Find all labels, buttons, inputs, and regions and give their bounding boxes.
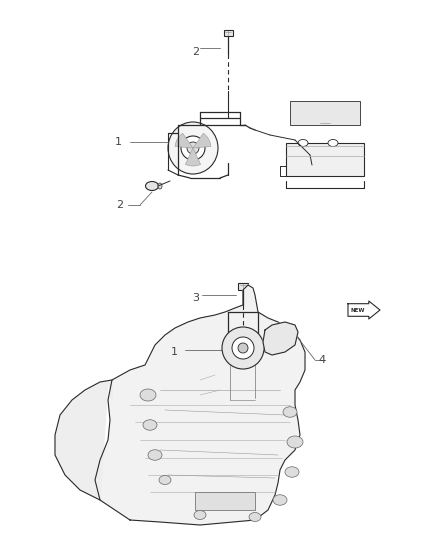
Text: 4: 4 xyxy=(318,355,325,365)
Text: 2: 2 xyxy=(117,200,124,210)
Ellipse shape xyxy=(249,513,261,521)
Ellipse shape xyxy=(222,327,264,369)
Ellipse shape xyxy=(283,407,297,417)
Bar xyxy=(223,30,233,36)
Polygon shape xyxy=(95,285,305,525)
Ellipse shape xyxy=(181,136,205,160)
Bar xyxy=(290,101,360,125)
Bar xyxy=(195,492,255,510)
Polygon shape xyxy=(348,301,380,319)
Polygon shape xyxy=(263,322,298,355)
Text: 1: 1 xyxy=(114,137,121,147)
Ellipse shape xyxy=(145,182,159,190)
Ellipse shape xyxy=(159,475,171,484)
Bar xyxy=(238,283,248,290)
Wedge shape xyxy=(175,133,193,148)
Text: 1: 1 xyxy=(170,347,177,357)
Bar xyxy=(286,143,364,175)
Wedge shape xyxy=(185,148,201,166)
Text: 2: 2 xyxy=(192,47,200,57)
Ellipse shape xyxy=(168,122,218,174)
Wedge shape xyxy=(193,133,211,148)
Ellipse shape xyxy=(158,183,162,189)
Ellipse shape xyxy=(148,450,162,461)
Text: 3: 3 xyxy=(192,293,199,303)
Ellipse shape xyxy=(287,436,303,448)
Ellipse shape xyxy=(194,511,206,520)
Ellipse shape xyxy=(238,343,248,353)
Ellipse shape xyxy=(273,495,287,505)
Polygon shape xyxy=(55,380,112,500)
Ellipse shape xyxy=(232,337,254,359)
Ellipse shape xyxy=(140,389,156,401)
Ellipse shape xyxy=(298,140,308,147)
Ellipse shape xyxy=(285,467,299,477)
Ellipse shape xyxy=(328,140,338,147)
Text: NEW: NEW xyxy=(350,308,365,312)
Ellipse shape xyxy=(143,420,157,430)
Ellipse shape xyxy=(187,142,199,154)
